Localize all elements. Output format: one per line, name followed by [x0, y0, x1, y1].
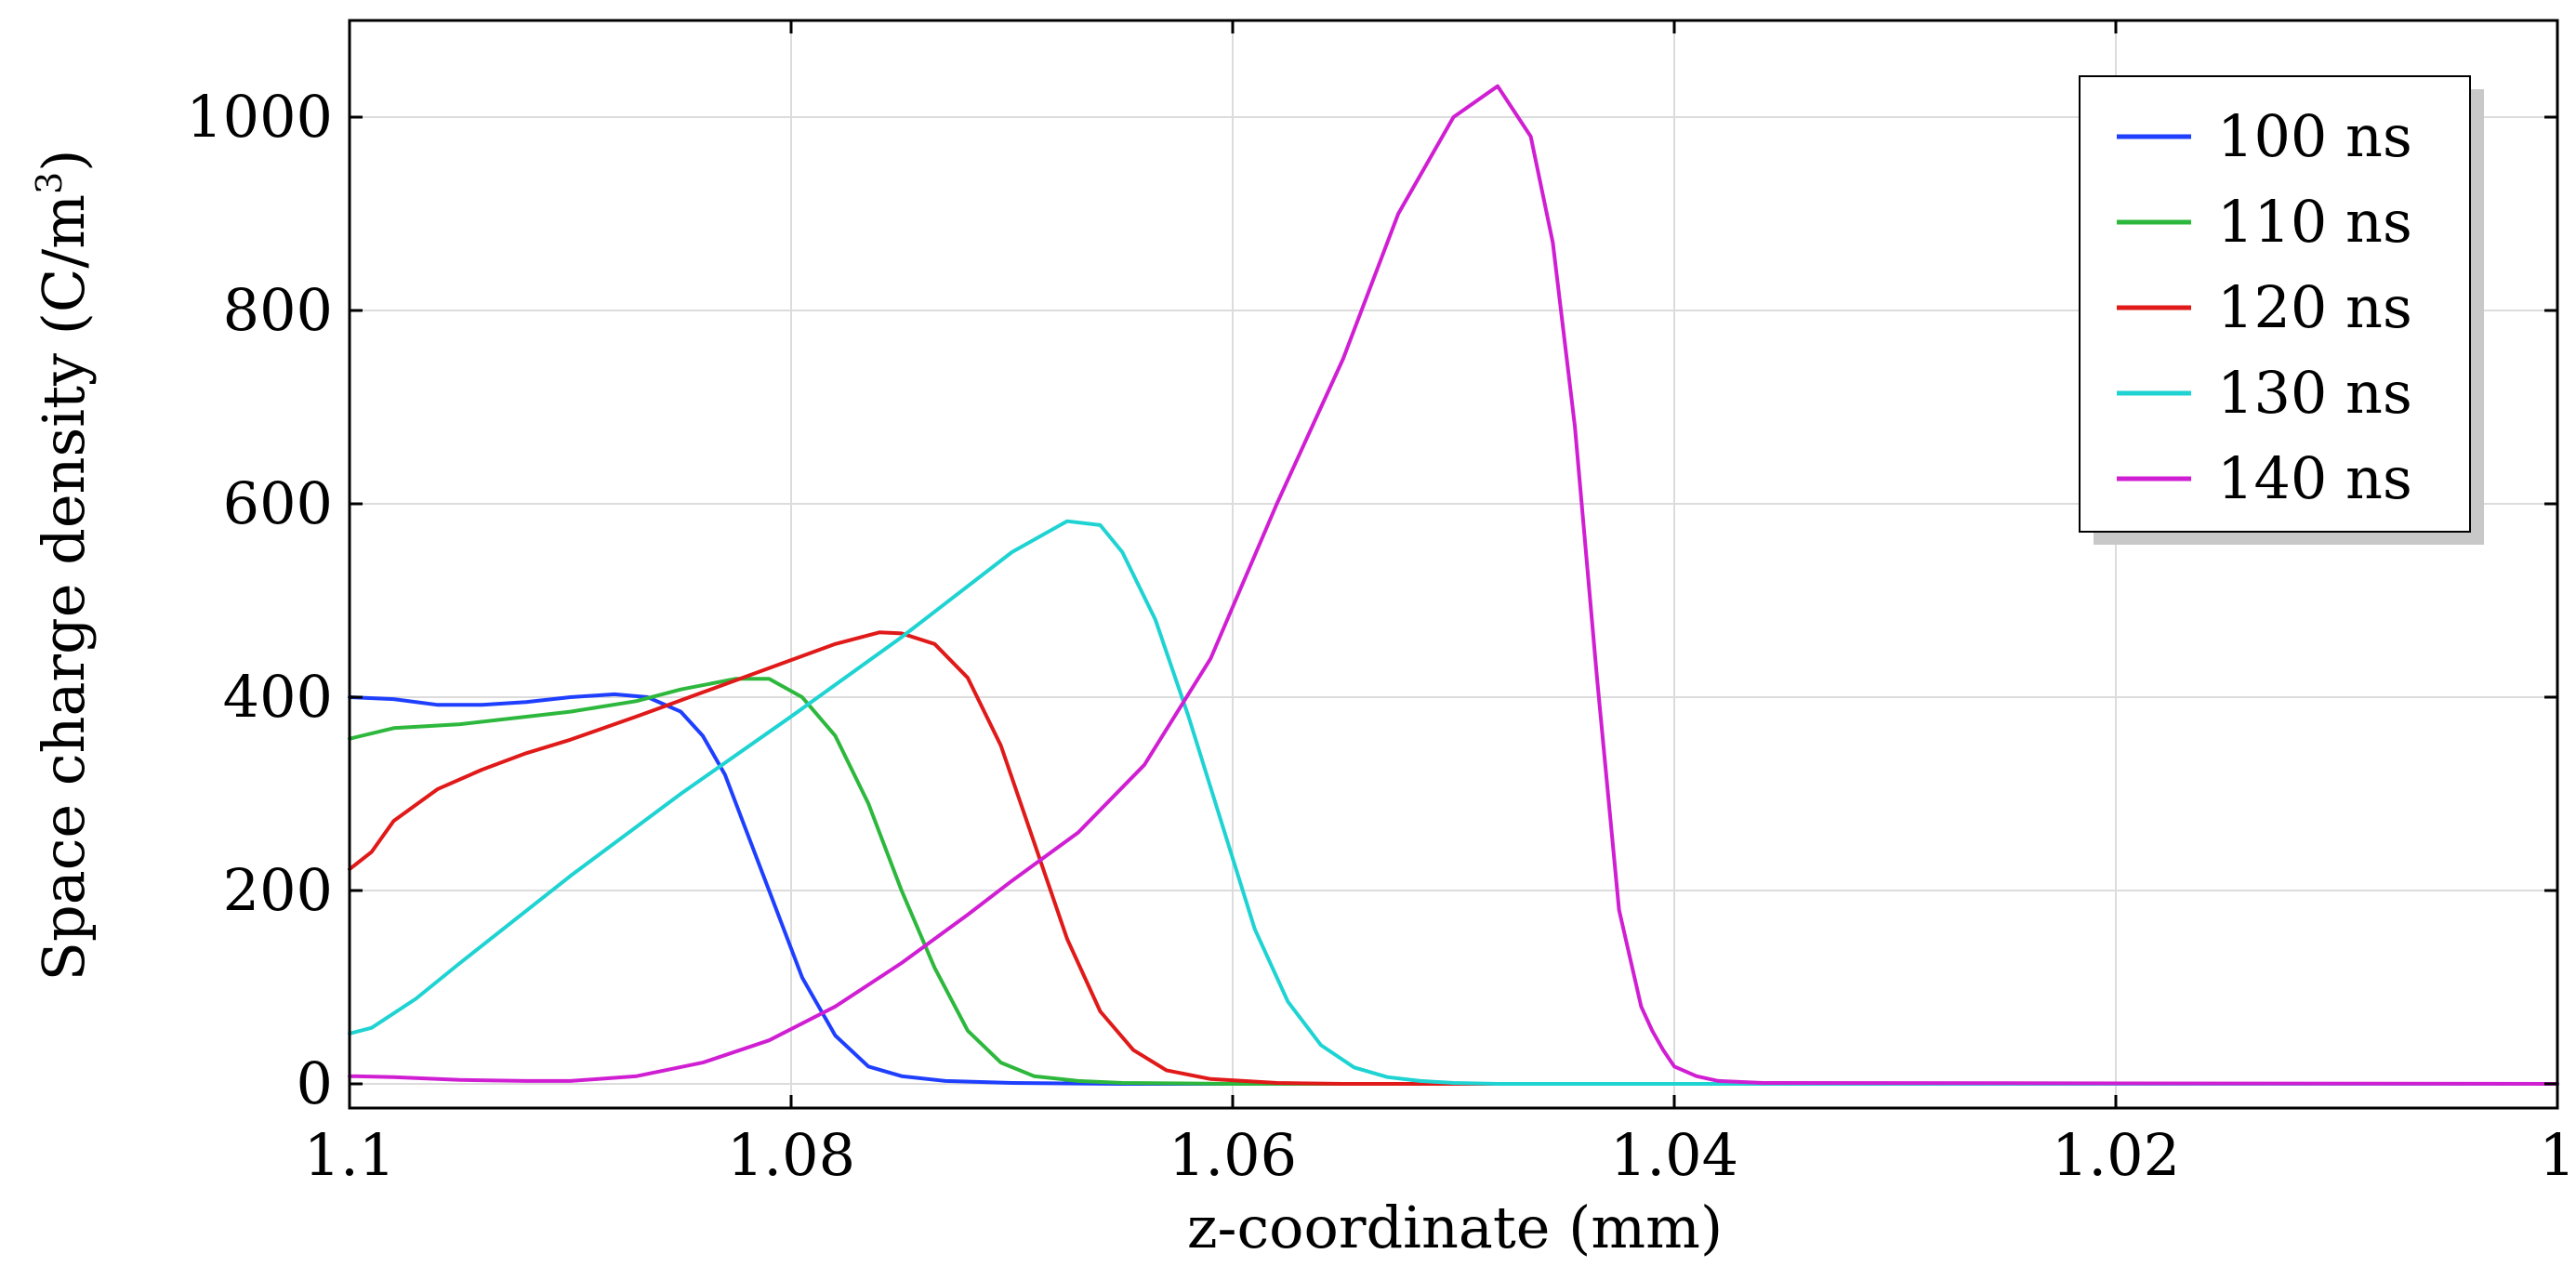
series-line-100-ns [348, 692, 2559, 1086]
legend-box [2079, 75, 2471, 533]
legend-label: 100 ns [2217, 102, 2412, 170]
x-tick-label: 1.02 [2052, 1121, 2180, 1189]
plot-series [348, 84, 2559, 1086]
x-tick-label: 1.06 [1169, 1121, 1297, 1189]
x-tick-label: 1.08 [727, 1121, 855, 1189]
x-tick-label: 1.1 [304, 1121, 396, 1189]
tick-labels: 1.1 1.08 1.06 1.04 1.02 1 0 200 400 600 800 1000 [186, 83, 2576, 1189]
y-tick-label: 400 [223, 663, 333, 731]
y-tick-label: 800 [223, 276, 333, 344]
y-tick-label: 600 [223, 469, 333, 537]
y-axis-title-main: Space charge density (C/m [30, 194, 98, 982]
series-line-110-ns [348, 677, 2559, 1086]
y-axis-title-superscript: 3 [29, 172, 70, 194]
y-axis-title-close: ) [30, 150, 98, 172]
x-tick-label: 1.04 [1610, 1121, 1738, 1189]
legend-label: 130 ns [2217, 359, 2412, 427]
series-line-140-ns [348, 84, 2559, 1086]
legend-label: 120 ns [2217, 273, 2412, 341]
legend: 100 ns 110 ns 120 ns 130 ns 140 ns [2079, 75, 2484, 545]
series-line-120-ns [348, 630, 2559, 1086]
series-line-130-ns [348, 519, 2559, 1086]
y-tick-label: 1000 [186, 83, 333, 151]
y-axis-title: Space charge density (C/m3) [29, 150, 98, 982]
axis-ticks [348, 20, 2559, 1108]
plot-frame [348, 19, 2559, 1110]
x-tick-label: 1 [2539, 1121, 2575, 1189]
y-tick-label: 200 [223, 856, 333, 924]
x-axis-title: z-coordinate (mm) [1187, 1194, 1723, 1261]
legend-label: 110 ns [2217, 188, 2412, 256]
y-tick-label: 0 [297, 1049, 333, 1117]
legend-label: 140 ns [2217, 444, 2412, 512]
